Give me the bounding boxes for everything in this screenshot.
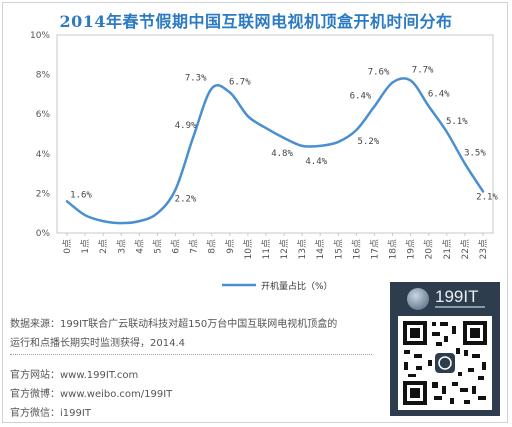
official-website: 官方网站：www.199IT.com — [10, 370, 139, 381]
x-tick-label: 21点 — [442, 239, 453, 259]
chart-frame — [2, 2, 508, 423]
y-tick-label: 4% — [36, 150, 51, 160]
y-axis-ticks: 0% 2% 4% 6% 8% 10% — [30, 31, 50, 239]
x-tick-label: 18点 — [388, 239, 399, 259]
data-label: 4.9% — [175, 121, 197, 131]
data-label: 3.5% — [464, 149, 486, 159]
x-tick-label: 17点 — [369, 239, 380, 259]
logo-underline — [435, 306, 485, 308]
y-tick-label: 8% — [36, 71, 51, 81]
x-tick-label: 2点 — [98, 239, 109, 254]
globe-logo-icon — [407, 288, 429, 310]
divider — [10, 354, 372, 355]
x-tick-label: 8点 — [207, 239, 218, 254]
official-wechat: 官方微信：i199IT — [10, 408, 91, 419]
plot-area — [56, 34, 494, 234]
x-tick-label: 22点 — [460, 239, 471, 259]
x-tick-label: 15点 — [333, 239, 344, 259]
data-label: 7.7% — [412, 66, 434, 76]
y-tick-label: 2% — [36, 189, 51, 199]
x-tick-label: 14点 — [315, 239, 326, 259]
official-weibo: 官方微博：www.weibo.com/199IT — [10, 389, 173, 400]
data-label: 1.6% — [70, 190, 92, 200]
x-axis-ticks: 0点 1点 2点 3点 4点 5点 6点 7点 8点 9点 10点 11点 12点 13点 14点 15点 16… — [62, 233, 489, 259]
x-tick-label: 5点 — [152, 239, 163, 254]
y-tick-label: 0% — [36, 229, 51, 239]
brand-qr-panel: 199IT — [390, 282, 500, 416]
data-label: 5.2% — [358, 137, 380, 147]
y-tick-label: 10% — [30, 31, 50, 41]
qr-code-icon — [398, 316, 492, 410]
x-tick-label: 13点 — [297, 239, 308, 259]
y-tick-label: 6% — [36, 110, 51, 120]
x-tick-label: 7点 — [189, 239, 200, 254]
x-tick-label: 23点 — [478, 239, 489, 259]
data-label: 6.4% — [428, 89, 450, 99]
x-tick-label: 16点 — [351, 239, 362, 259]
x-tick-label: 6点 — [171, 239, 182, 254]
data-labels: 1.6% 2.2% 4.9% 7.3% 6.7% 4.8% 4.4% 5.2% 6.4% 7.6%… — [70, 66, 498, 205]
data-label: 7.6% — [368, 68, 390, 78]
x-tick-label: 0点 — [62, 239, 73, 254]
logo-text: 199IT — [435, 287, 479, 306]
x-tick-label: 1点 — [80, 239, 91, 254]
x-tick-label: 19点 — [406, 239, 417, 259]
data-label: 6.7% — [229, 77, 251, 87]
source-line-2: 运行和点播长期实时监测获得，2014.4 — [10, 338, 185, 349]
x-tick-label: 20点 — [424, 239, 435, 259]
data-label: 4.4% — [305, 157, 327, 167]
data-label: 5.1% — [446, 117, 468, 127]
data-label: 2.1% — [476, 192, 498, 202]
x-tick-label: 10点 — [243, 239, 254, 259]
x-tick-label: 3点 — [116, 239, 127, 254]
data-label: 6.4% — [350, 91, 372, 101]
x-tick-label: 4点 — [134, 239, 145, 254]
legend-label: 开机量占比（%） — [261, 280, 333, 292]
source-line-1: 数据来源：199IT联合广云联动科技对超150万台中国互联网电视机顶盒的 — [10, 319, 338, 330]
chart-title: 2014年春节假期中国互联网电视机顶盒开机时间分布 — [59, 12, 453, 31]
x-tick-label: 11点 — [261, 239, 272, 259]
data-label: 2.2% — [175, 194, 197, 204]
line-chart: 0% 2% 4% 6% 8% 10% 0点 1点 2点 3点 4点 5点 6点 7点 8点 9点 10点 11点… — [30, 31, 498, 292]
data-label: 7.3% — [185, 73, 207, 83]
data-label: 4.8% — [271, 149, 293, 159]
legend: 开机量占比（%） — [222, 280, 333, 292]
x-tick-label: 9点 — [225, 239, 236, 254]
x-tick-label: 12点 — [279, 239, 290, 259]
series-line — [65, 77, 485, 225]
